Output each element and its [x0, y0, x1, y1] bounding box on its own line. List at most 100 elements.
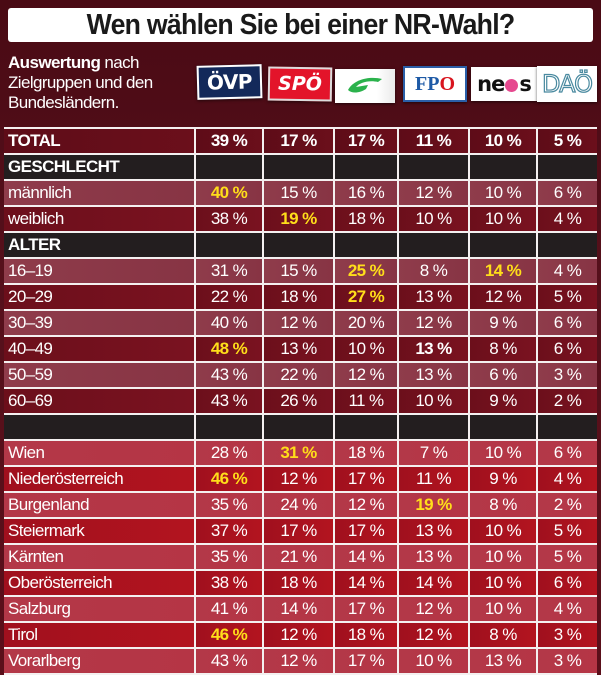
cell-gruene: 12 %: [333, 491, 399, 519]
cell-spoe: 22 %: [262, 361, 335, 389]
cell-neos: 10 %: [468, 205, 538, 233]
section-header-age: ALTER: [4, 231, 597, 259]
cell-fpoe: 12 %: [397, 595, 470, 623]
row-label: Vorarlberg: [4, 647, 196, 675]
cell-gruene: 17 %: [333, 595, 399, 623]
cell-fpoe: 14 %: [397, 569, 470, 597]
cell-fpoe: 11 %: [397, 465, 470, 493]
cell-daoe: 4 %: [536, 257, 597, 285]
cell-daoe: 3 %: [536, 647, 597, 675]
row-label: männlich: [4, 179, 196, 207]
cell-neos: 6 %: [468, 361, 538, 389]
cell-oevp: 31 %: [194, 257, 264, 285]
cell-spoe: 12 %: [262, 647, 335, 675]
table-row: 60–69 43 % 26 % 11 % 10 % 9 % 2 %: [4, 387, 597, 415]
cell-oevp: 35 %: [194, 491, 264, 519]
cell-neos: 14 %: [468, 257, 538, 285]
cell-daoe: 6 %: [536, 569, 597, 597]
cell-gruene: 27 %: [333, 283, 399, 311]
cell-neos: 10 %: [468, 543, 538, 571]
cell-daoe: 5 %: [536, 543, 597, 571]
cell-fpoe: 13 %: [397, 517, 470, 545]
row-label: Tirol: [4, 621, 196, 649]
table-row: Steiermark 37 % 17 % 17 % 13 % 10 % 5 %: [4, 517, 597, 545]
row-label: Steiermark: [4, 517, 196, 545]
cell-gruene: 17 %: [333, 647, 399, 675]
cell-oevp: 43 %: [194, 387, 264, 415]
cell-oevp: 40 %: [194, 179, 264, 207]
cell-daoe: 5 %: [536, 517, 597, 545]
row-label: 60–69: [4, 387, 196, 415]
section-header-gender: GESCHLECHT: [4, 153, 597, 181]
table-row: 20–29 22 % 18 % 27 % 13 % 12 % 5 %: [4, 283, 597, 311]
cell-daoe: 4 %: [536, 595, 597, 623]
page-title: Wen wählen Sie bei einer NR-Wahl?: [86, 8, 516, 41]
cell-neos: 10 %: [468, 179, 538, 207]
row-label: 50–59: [4, 361, 196, 389]
results-table: TOTAL 39 % 17 % 17 % 11 % 10 % 5 % GESCH…: [4, 127, 597, 675]
cell-neos: 10 %: [468, 439, 538, 467]
cell-gruene: 11 %: [333, 387, 399, 415]
table-row: 30–39 40 % 12 % 20 % 12 % 9 % 6 %: [4, 309, 597, 337]
table-row: Niederösterreich 46 % 12 % 17 % 11 % 9 %…: [4, 465, 597, 493]
cell-gruene: 17 %: [333, 517, 399, 545]
cell-daoe: 3 %: [536, 361, 597, 389]
cell-daoe: 4 %: [536, 465, 597, 493]
cell-oevp: 48 %: [194, 335, 264, 363]
cell-spoe: 17 %: [262, 517, 335, 545]
party-logos: ÖVP SPÖ FPO ne s DAÖ: [195, 60, 601, 105]
cell-daoe: 4 %: [536, 205, 597, 233]
cell-fpoe: 12 %: [397, 621, 470, 649]
cell-oevp: 37 %: [194, 517, 264, 545]
cell-oevp: 43 %: [194, 647, 264, 675]
cell-gruene: 12 %: [333, 361, 399, 389]
row-label: weiblich: [4, 205, 196, 233]
row-label: 20–29: [4, 283, 196, 311]
row-label: Oberösterreich: [4, 569, 196, 597]
row-label: TOTAL: [4, 127, 196, 155]
cell-neos: 13 %: [468, 647, 538, 675]
cell-spoe: 15 %: [262, 257, 335, 285]
cell-gruene: 14 %: [333, 543, 399, 571]
table-row: Wien 28 % 31 % 18 % 7 % 10 % 6 %: [4, 439, 597, 467]
table-row: Oberösterreich 38 % 18 % 14 % 14 % 10 % …: [4, 569, 597, 597]
cell-gruene: 25 %: [333, 257, 399, 285]
title-banner: Wen wählen Sie bei einer NR-Wahl?: [8, 8, 593, 42]
cell-oevp: 46 %: [194, 621, 264, 649]
cell-spoe: 13 %: [262, 335, 335, 363]
cell-gruene: 16 %: [333, 179, 399, 207]
spoe-logo-icon: SPÖ: [267, 66, 333, 102]
row-label: Burgenland: [4, 491, 196, 519]
cell-daoe: 5 %: [536, 283, 597, 311]
subtitle-bold: Auswertung: [8, 53, 101, 72]
row-label: Kärnten: [4, 543, 196, 571]
cell-oevp: 43 %: [194, 361, 264, 389]
cell-fpoe: 10 %: [397, 205, 470, 233]
cell-oevp: 38 %: [194, 569, 264, 597]
cell-spoe: 17 %: [262, 127, 335, 155]
fpoe-logo-icon: FPO: [403, 66, 467, 102]
cell-oevp: 41 %: [194, 595, 264, 623]
row-label: Salzburg: [4, 595, 196, 623]
cell-gruene: 17 %: [333, 465, 399, 493]
cell-neos: 9 %: [468, 465, 538, 493]
oevp-logo-icon: ÖVP: [196, 64, 263, 100]
cell-fpoe: 8 %: [397, 257, 470, 285]
cell-gruene: 18 %: [333, 439, 399, 467]
cell-fpoe: 12 %: [397, 179, 470, 207]
cell-gruene: 17 %: [333, 127, 399, 155]
cell-spoe: 24 %: [262, 491, 335, 519]
cell-oevp: 40 %: [194, 309, 264, 337]
cell-daoe: 2 %: [536, 491, 597, 519]
cell-oevp: 39 %: [194, 127, 264, 155]
cell-daoe: 2 %: [536, 387, 597, 415]
cell-gruene: 18 %: [333, 621, 399, 649]
cell-daoe: 5 %: [536, 127, 597, 155]
cell-gruene: 18 %: [333, 205, 399, 233]
cell-fpoe: 12 %: [397, 309, 470, 337]
table-row: Kärnten 35 % 21 % 14 % 13 % 10 % 5 %: [4, 543, 597, 571]
table-row: Tirol 46 % 12 % 18 % 12 % 8 % 3 %: [4, 621, 597, 649]
cell-spoe: 12 %: [262, 465, 335, 493]
row-label: 40–49: [4, 335, 196, 363]
neos-logo-icon: ne s: [471, 67, 537, 101]
